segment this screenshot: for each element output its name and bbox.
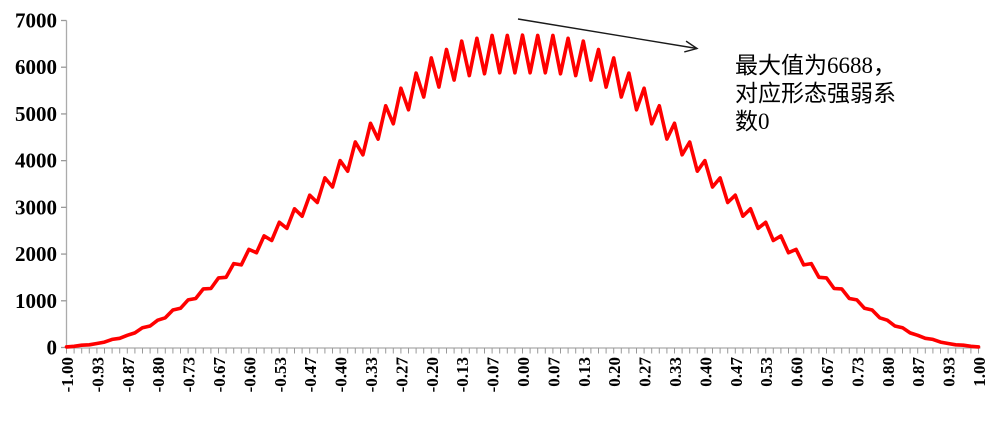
x-axis-tick-label: -0.80 <box>149 357 168 392</box>
x-axis-tick-label: 0.13 <box>575 357 594 387</box>
x-axis-tick-label: -0.20 <box>423 357 442 392</box>
x-axis-tick-label: 0.20 <box>605 357 624 387</box>
x-axis-tick-label: 0.07 <box>544 357 563 387</box>
x-axis-tick-label: -0.47 <box>301 357 320 393</box>
x-axis-tick-label: 0.33 <box>666 357 685 387</box>
annotation-arrow <box>517 18 699 53</box>
y-axis-tick-label: 7000 <box>15 9 57 33</box>
y-axis-tick-label: 5000 <box>15 102 57 126</box>
x-axis-tick-label: 0.60 <box>788 357 807 387</box>
x-axis: -1.00 -0.93 -0.87 -0.80 -0.73 -0.67 -0.60 -0.53… <box>58 347 989 393</box>
annotation-line-1: 最大值为6688， <box>735 53 896 78</box>
y-axis-tick-label: 3000 <box>15 195 57 219</box>
x-axis-tick-label: -0.07 <box>484 357 503 393</box>
y-axis-tick-label: 2000 <box>15 242 57 266</box>
y-axis-tick-label: 0 <box>47 336 58 360</box>
x-axis-tick-label: 0.27 <box>636 357 655 387</box>
y-axis-tick-label: 4000 <box>15 149 57 173</box>
x-axis-tick-label: 0.00 <box>514 357 533 387</box>
x-axis-tick-label: 0.47 <box>727 357 746 387</box>
x-axis-tick-label: 0.73 <box>848 357 867 387</box>
x-axis-tick-label: -0.60 <box>240 357 259 392</box>
annotation-line-2: 对应形态强弱系 <box>735 81 896 106</box>
annotation-line-3: 数0 <box>735 109 770 134</box>
x-axis-tick-label: -0.53 <box>271 357 290 392</box>
x-axis-tick-label: -0.93 <box>88 357 107 392</box>
x-axis-tick-label: -0.87 <box>119 357 138 393</box>
y-axis-tick-label: 6000 <box>15 55 57 79</box>
x-axis-tick-label: -1.00 <box>58 357 77 392</box>
max-value-annotation: 最大值为6688， 对应形态强弱系 数0 <box>735 52 975 136</box>
y-axis: 7000 6000 5000 4000 3000 2000 1000 0 <box>15 9 68 360</box>
x-axis-tick-label: 0.93 <box>940 357 959 387</box>
x-axis-tick-label: -0.73 <box>180 357 199 392</box>
y-axis-tick-label: 1000 <box>15 289 57 313</box>
x-axis-tick-label: 0.53 <box>757 357 776 387</box>
x-axis-tick-label: 1.00 <box>970 357 989 387</box>
x-axis-tick-label: -0.67 <box>210 357 229 393</box>
x-axis-tick-label: -0.13 <box>453 357 472 392</box>
x-axis-tick-label: 0.87 <box>909 357 928 387</box>
x-axis-tick-label: -0.33 <box>362 357 381 392</box>
distribution-line <box>64 33 981 349</box>
x-axis-tick-label: 0.67 <box>818 357 837 387</box>
x-axis-tick-label: 0.80 <box>879 357 898 387</box>
x-axis-tick-label: 0.40 <box>696 357 715 387</box>
x-axis-tick-label: -0.40 <box>332 357 351 392</box>
x-axis-tick-label: -0.27 <box>392 357 411 393</box>
